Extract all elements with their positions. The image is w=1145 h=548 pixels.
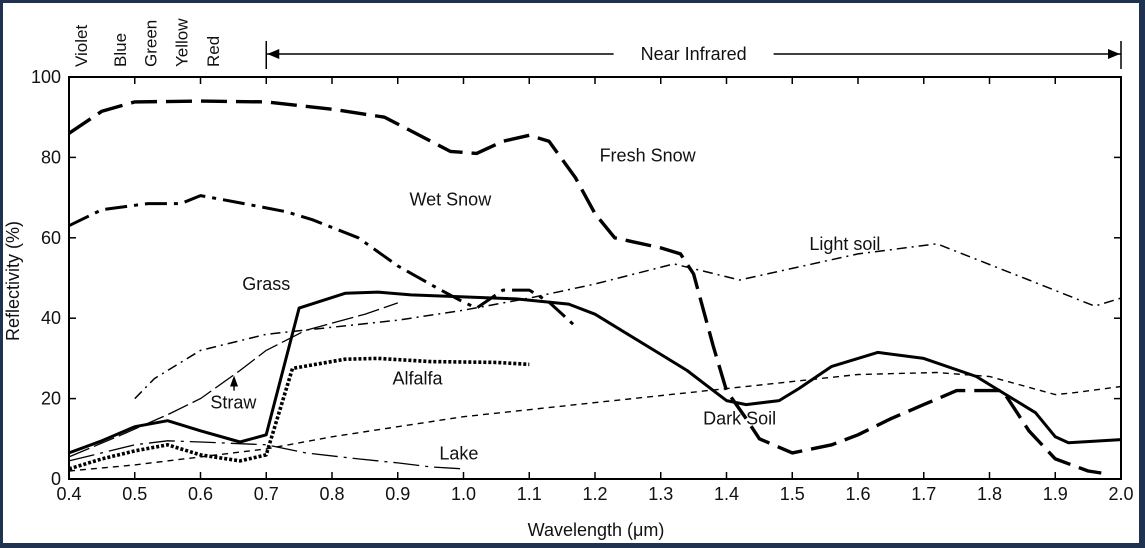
series-line-wet-snow xyxy=(68,194,577,328)
chart-panel: 0.4 0.5 0.6 0.7 0.8 0.9 1.0 1.1 1.2 1.3 1.4 1.5 1.6 1… xyxy=(3,3,1139,543)
ticks: 0.4 0.5 0.6 0.7 0.8 0.9 1.0 1.1 1.2 1.3 1.4 1.5 1.6 1… xyxy=(31,67,1134,504)
x-tick-label: 1.4 xyxy=(714,484,739,504)
series-fresh-snow xyxy=(68,99,1102,475)
x-axis-title: Wavelength (μm) xyxy=(528,520,665,540)
series-line-straw xyxy=(68,302,399,458)
annotations: Fresh Snow Wet Snow Light soil Grass Straw Al… xyxy=(210,145,880,463)
series-dark-soil xyxy=(68,371,1122,472)
series-wet-snow xyxy=(68,194,577,328)
x-tick-label: 0.8 xyxy=(319,484,344,504)
x-tick-label: 1.1 xyxy=(517,484,542,504)
series-grass xyxy=(68,290,1122,455)
y-tick-label: 60 xyxy=(41,228,61,248)
series-line-dark-soil xyxy=(68,371,1122,472)
nir-arrow-right xyxy=(1108,49,1120,59)
label-wet-snow: Wet Snow xyxy=(409,190,492,210)
x-tick-label: 0.5 xyxy=(122,484,147,504)
series-lines xyxy=(68,99,1122,475)
label-lake: Lake xyxy=(439,444,478,464)
straw-pointer-arrowhead xyxy=(230,375,239,387)
series-line-grass xyxy=(68,290,1122,455)
x-tick-label: 1.0 xyxy=(451,484,476,504)
axes xyxy=(68,76,1122,480)
y-tick-label: 20 xyxy=(41,389,61,409)
y-axis-title: Reflectivity (%) xyxy=(3,221,23,341)
x-tick-label: 1.3 xyxy=(648,484,673,504)
x-tick-label: 1.2 xyxy=(582,484,607,504)
series-line-light-soil xyxy=(134,243,1122,400)
x-tick-label: 1.7 xyxy=(911,484,936,504)
reflectance-chart: 0.4 0.5 0.6 0.7 0.8 0.9 1.0 1.1 1.2 1.3 1.4 1.5 1.6 1… xyxy=(3,18,1134,540)
series-alfalfa xyxy=(68,356,530,471)
band-label-blue: Blue xyxy=(111,33,130,67)
label-light-soil: Light soil xyxy=(809,234,880,254)
x-tick-label: 0.6 xyxy=(188,484,213,504)
y-tick-label: 80 xyxy=(41,147,61,167)
series-lake xyxy=(68,440,464,470)
band-label-green: Green xyxy=(141,20,160,67)
series-line-fresh-snow xyxy=(68,99,1102,475)
series-line-lake xyxy=(68,440,464,470)
label-fresh-snow: Fresh Snow xyxy=(600,145,697,165)
series-straw xyxy=(68,302,399,458)
x-tick-label: 1.9 xyxy=(1043,484,1068,504)
label-grass: Grass xyxy=(242,274,290,294)
x-tick-label: 0.9 xyxy=(385,484,410,504)
nir-label: Near Infrared xyxy=(641,44,747,64)
y-tick-label: 0 xyxy=(51,469,61,489)
series-light-soil xyxy=(134,243,1122,400)
nir-arrow-left xyxy=(267,49,280,59)
band-label-violet: Violet xyxy=(72,25,91,67)
series-line-alfalfa xyxy=(68,356,530,471)
label-dark-soil: Dark Soil xyxy=(703,409,776,429)
y-tick-label: 40 xyxy=(41,308,61,328)
y-tick-label: 100 xyxy=(31,67,61,87)
x-tick-label: 1.8 xyxy=(977,484,1002,504)
plot-frame xyxy=(68,76,1122,480)
label-straw: Straw xyxy=(210,393,257,413)
x-tick-label: 0.7 xyxy=(254,484,279,504)
x-tick-label: 1.6 xyxy=(845,484,870,504)
band-label-red: Red xyxy=(204,36,223,67)
x-tick-label: 2.0 xyxy=(1108,484,1133,504)
spectrum-bands: Violet Blue Green Yellow Red Near Infrared xyxy=(72,18,1122,69)
label-alfalfa: Alfalfa xyxy=(392,369,443,389)
x-tick-label: 0.4 xyxy=(56,484,81,504)
x-tick-label: 1.5 xyxy=(780,484,805,504)
band-label-yellow: Yellow xyxy=(172,18,191,67)
